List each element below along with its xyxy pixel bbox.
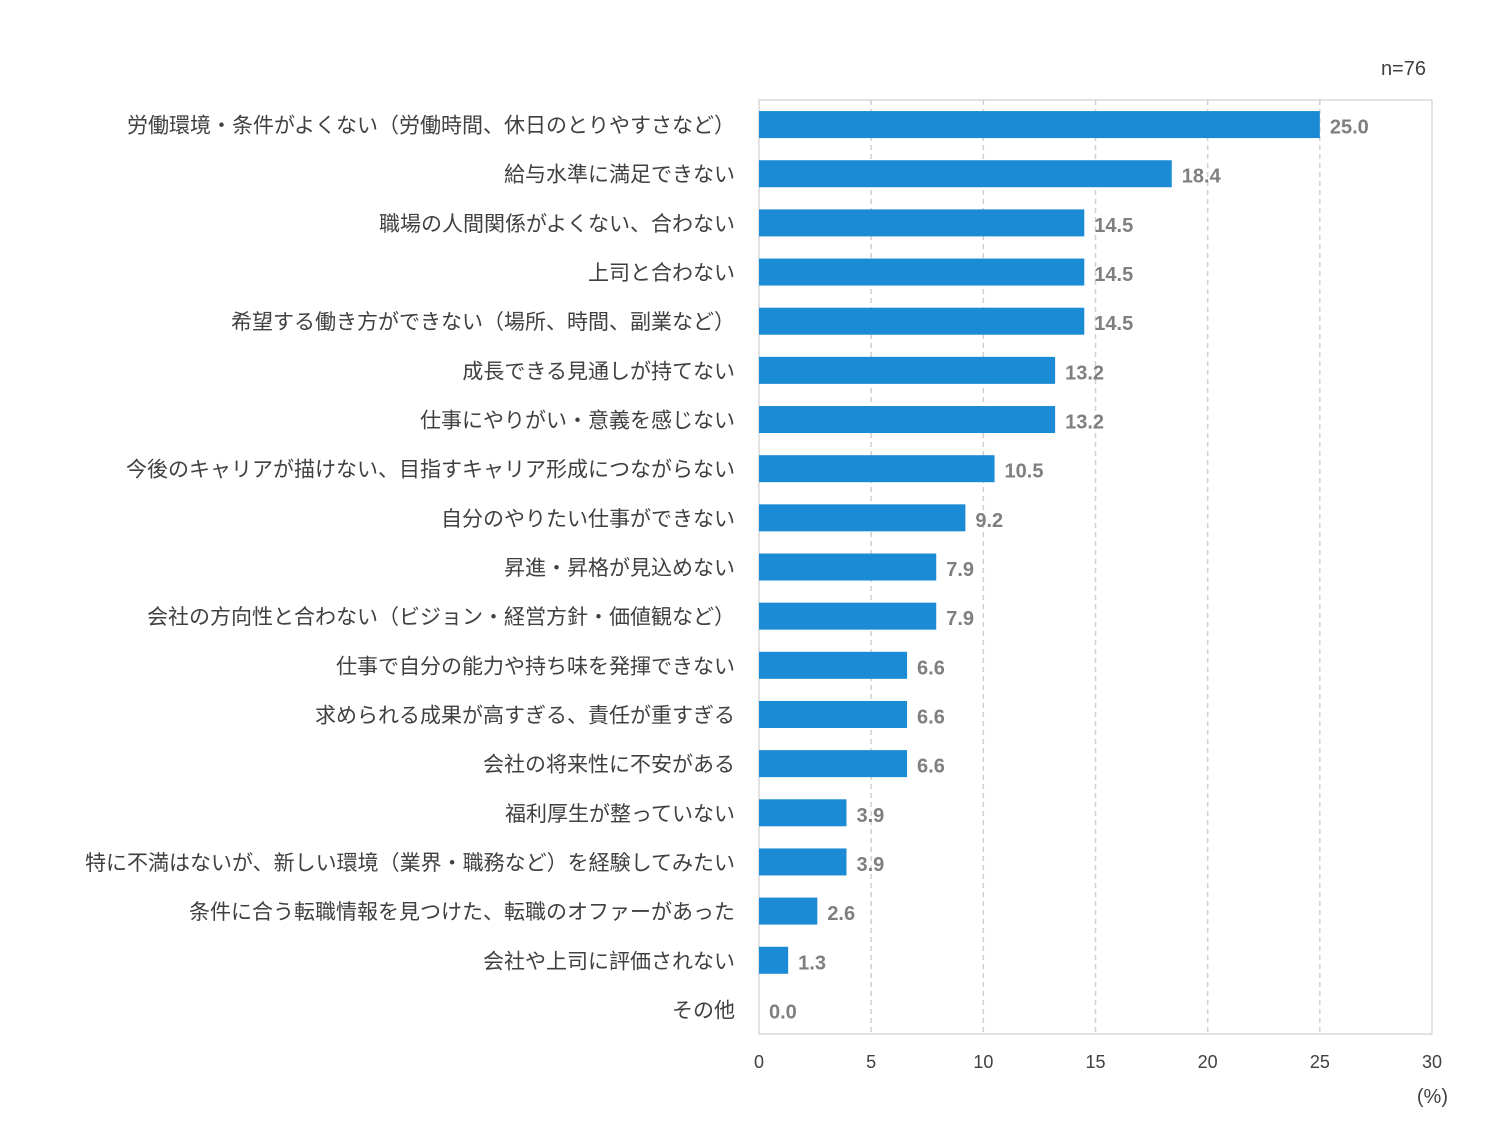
bar (759, 455, 995, 483)
category-label: 会社の将来性に不安がある (483, 753, 735, 777)
bar (759, 897, 818, 925)
bar (759, 160, 1172, 188)
bar (759, 700, 908, 728)
data-label: 10.5 (1005, 461, 1044, 483)
data-label: 6.6 (917, 756, 945, 778)
category-label: 仕事にやりがい・意義を感じない (420, 409, 735, 433)
category-label: 労働環境・条件がよくない（労働時間、休日のとりやすさなど） (127, 114, 735, 138)
bar (759, 504, 966, 532)
category-label: 給与水準に満足できない (504, 163, 735, 187)
bar (759, 750, 908, 778)
x-tick-label: 20 (1198, 1052, 1218, 1072)
data-label: 1.3 (798, 952, 826, 974)
bar (759, 946, 789, 974)
category-label: 職場の人間関係がよくない、合わない (379, 212, 735, 236)
bar (759, 209, 1085, 237)
data-label: 7.9 (946, 608, 974, 630)
unit-label: (%) (1417, 1086, 1448, 1108)
bar (759, 111, 1320, 139)
data-label: 13.2 (1065, 412, 1104, 434)
category-label: 特に不満はないが、新しい環境（業界・職務など）を経験してみたい (85, 851, 735, 875)
data-label: 3.9 (856, 805, 884, 827)
data-label: 6.6 (917, 706, 945, 728)
bar (759, 307, 1085, 335)
bar (759, 848, 847, 876)
category-label: 成長できる見通しが持てない (462, 359, 735, 383)
data-label: 7.9 (946, 559, 974, 581)
bar (759, 406, 1056, 434)
category-label: 求められる成果が高すぎる、責任が重すぎる (315, 703, 735, 727)
x-tick-label: 5 (866, 1052, 876, 1072)
category-label: 会社や上司に評価されない (483, 949, 735, 973)
data-label: 2.6 (827, 903, 855, 925)
category-label: 希望する働き方ができない（場所、時間、副業など） (231, 310, 735, 334)
category-label: 昇進・昇格が見込めない (504, 556, 735, 580)
data-label: 14.5 (1094, 264, 1133, 286)
bar (759, 553, 937, 581)
category-label: 条件に合う転職情報を見つけた、転職のオファーがあった (189, 900, 735, 924)
sample-size-note: n=76 (1381, 58, 1426, 80)
category-label: 仕事で自分の能力や持ち味を発揮できない (336, 654, 735, 678)
category-label: 上司と合わない (588, 261, 735, 285)
bar (759, 651, 908, 679)
category-label: 福利厚生が整っていない (505, 802, 735, 826)
x-tick-label: 10 (973, 1052, 993, 1072)
x-tick-label: 0 (754, 1052, 764, 1072)
category-label: 自分のやりたい仕事ができない (441, 507, 735, 531)
bar (759, 356, 1056, 384)
bar (759, 799, 847, 827)
category-label: 会社の方向性と合わない（ビジョン・経営方針・価値観など） (147, 605, 735, 629)
bar (759, 258, 1085, 286)
data-label: 9.2 (975, 510, 1003, 532)
category-label: その他 (672, 998, 735, 1022)
data-label: 0.0 (769, 1001, 797, 1023)
data-label: 13.2 (1065, 362, 1104, 384)
data-label: 6.6 (917, 657, 945, 679)
x-tick-label: 25 (1310, 1052, 1330, 1072)
data-label: 25.0 (1330, 117, 1369, 139)
x-tick-label: 30 (1422, 1052, 1442, 1072)
category-label: 今後のキャリアが描けない、目指すキャリア形成につながらない (126, 458, 735, 482)
data-label: 14.5 (1094, 313, 1133, 335)
bar (759, 602, 937, 630)
data-label: 18.4 (1182, 166, 1222, 188)
data-label: 3.9 (856, 854, 884, 876)
data-label: 14.5 (1094, 215, 1133, 237)
x-tick-label: 15 (1085, 1052, 1105, 1072)
